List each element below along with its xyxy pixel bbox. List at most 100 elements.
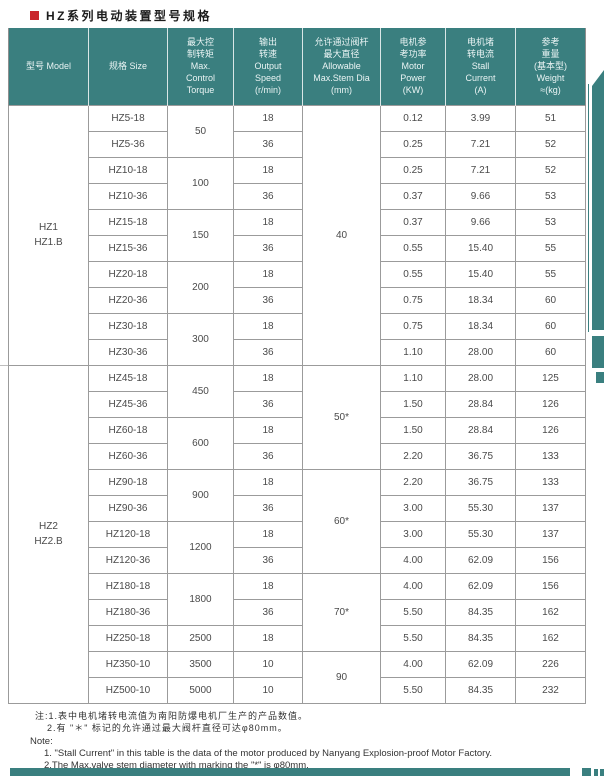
table-row: HZ30-18 300 18 0.75 18.34 60 (9, 312, 586, 366)
torque-cell: 150 (167, 208, 234, 262)
torque-cell: 1800 (167, 572, 234, 626)
size-cell: HZ45-18 (88, 364, 168, 392)
model-cell: HZ1 HZ1.B (8, 104, 89, 366)
size-cell: HZ15-18 (88, 208, 168, 236)
table-row: HZ60-36 36 2.20 36.75 133 (9, 442, 586, 470)
weight-cell: 137 (515, 520, 586, 548)
power-cell: 0.75 (380, 312, 446, 340)
weight-cell: 52 (515, 156, 586, 184)
size-cell: HZ5-18 (88, 104, 168, 132)
speed-cell: 18 (233, 364, 303, 392)
side-tab-outline (588, 84, 589, 332)
speed-cell: 18 (233, 624, 303, 652)
bottom-bar-dash (594, 769, 598, 776)
power-cell: 3.00 (380, 494, 446, 522)
size-cell: HZ60-18 (88, 416, 168, 444)
stall-current-cell: 15.40 (445, 234, 516, 262)
speed-cell: 36 (233, 390, 303, 418)
note-label: Note: (30, 736, 53, 747)
table-row: HZ15-36 36 0.55 15.40 55 (9, 234, 586, 262)
note-en-2: 2.The Max.valve stem diameter with marki… (44, 760, 309, 771)
power-cell: 0.55 (380, 260, 446, 288)
size-cell: HZ90-18 (88, 468, 168, 496)
speed-cell: 36 (233, 546, 303, 574)
size-cell: HZ45-36 (88, 390, 168, 418)
size-cell: HZ350-10 (88, 650, 168, 678)
weight-cell: 126 (515, 390, 586, 418)
side-tab-dot (596, 372, 604, 383)
header-model: 型号 Model (8, 28, 89, 105)
torque-cell: 900 (167, 468, 234, 522)
stall-current-cell: 7.21 (445, 130, 516, 158)
side-tab-segment (592, 336, 604, 368)
spec-table-body: HZ1 HZ1.B HZ5-18 50 18 40 0.12 3.99 51 HZ5-36 36 0… (8, 104, 586, 704)
torque-cell: 5000 (167, 676, 234, 704)
speed-cell: 18 (233, 104, 303, 132)
speed-cell: 36 (233, 182, 303, 210)
power-cell: 4.00 (380, 650, 446, 678)
torque-cell: 300 (167, 312, 234, 366)
table-row: HZ250-18 2500 18 5.50 84.35 162 (9, 624, 586, 652)
power-cell: 0.12 (380, 104, 446, 132)
power-cell: 0.37 (380, 208, 446, 236)
weight-cell: 60 (515, 338, 586, 366)
weight-cell: 226 (515, 650, 586, 678)
weight-cell: 55 (515, 234, 586, 262)
power-cell: 4.00 (380, 546, 446, 574)
weight-cell: 60 (515, 286, 586, 314)
note-cn-1: 注:1.表中电机堵转电流值为南阳防爆电机厂生产的产品数值。 (35, 711, 309, 721)
stall-current-cell: 84.35 (445, 624, 516, 652)
stall-current-cell: 18.34 (445, 286, 516, 314)
red-square-bullet-icon (30, 11, 39, 20)
power-cell: 1.10 (380, 338, 446, 366)
torque-cell: 450 (167, 364, 234, 418)
torque-cell: 50 (167, 104, 234, 158)
power-cell: 0.37 (380, 182, 446, 210)
weight-cell: 162 (515, 598, 586, 626)
speed-cell: 36 (233, 234, 303, 262)
stem-dia-cell: 90 (302, 650, 381, 704)
speed-cell: 36 (233, 338, 303, 366)
note-en-1: 1. "Stall Current" in this table is the … (44, 748, 493, 759)
speed-cell: 36 (233, 494, 303, 522)
torque-cell: 600 (167, 416, 234, 470)
power-cell: 5.50 (380, 676, 446, 704)
stall-current-cell: 15.40 (445, 260, 516, 288)
speed-cell: 10 (233, 676, 303, 704)
table-row: HZ500-10 5000 10 5.50 84.35 232 (9, 676, 586, 704)
stall-current-cell: 9.66 (445, 208, 516, 236)
table-row: HZ10-18 100 18 0.25 7.21 52 (9, 156, 586, 210)
weight-cell: 133 (515, 468, 586, 496)
header-speed: 输出 转速 Output Speed (r/min) (233, 28, 303, 105)
stall-current-cell: 7.21 (445, 156, 516, 184)
table-row: HZ5-36 36 0.25 7.21 52 (9, 130, 586, 158)
weight-cell: 137 (515, 494, 586, 522)
torque-cell: 100 (167, 156, 234, 210)
size-cell: HZ90-36 (88, 494, 168, 522)
size-cell: HZ30-36 (88, 338, 168, 366)
weight-cell: 162 (515, 624, 586, 652)
table-row: HZ180-36 36 5.50 84.35 162 (9, 598, 586, 626)
weight-cell: 232 (515, 676, 586, 704)
size-cell: HZ10-36 (88, 182, 168, 210)
stem-dia-cell: 70* (302, 572, 381, 652)
header-row: 型号 Model 规格 Size 最大控 制转矩 Max. Control To… (8, 28, 586, 105)
speed-cell: 36 (233, 598, 303, 626)
table-row: HZ10-36 36 0.37 9.66 53 (9, 182, 586, 210)
bottom-bar-dash (600, 769, 604, 776)
stem-dia-cell: 60* (302, 468, 381, 574)
power-cell: 1.50 (380, 390, 446, 418)
header-stall: 电机堵 转电流 Stall Current (A) (445, 28, 516, 105)
header-stem-dia: 允许通过阀杆 最大直径 Allowable Max.Stem Dia (mm) (302, 28, 381, 105)
weight-cell: 60 (515, 312, 586, 340)
size-cell: HZ20-36 (88, 286, 168, 314)
speed-cell: 36 (233, 130, 303, 158)
notes-block: 注:1.表中电机堵转电流值为南阳防爆电机厂生产的产品数值。 2.有 "＊" 标记… (30, 710, 570, 772)
power-cell: 1.10 (380, 364, 446, 392)
stall-current-cell: 84.35 (445, 676, 516, 704)
weight-cell: 156 (515, 546, 586, 574)
stall-current-cell: 55.30 (445, 520, 516, 548)
side-tab-decoration (592, 70, 604, 330)
size-cell: HZ120-18 (88, 520, 168, 548)
